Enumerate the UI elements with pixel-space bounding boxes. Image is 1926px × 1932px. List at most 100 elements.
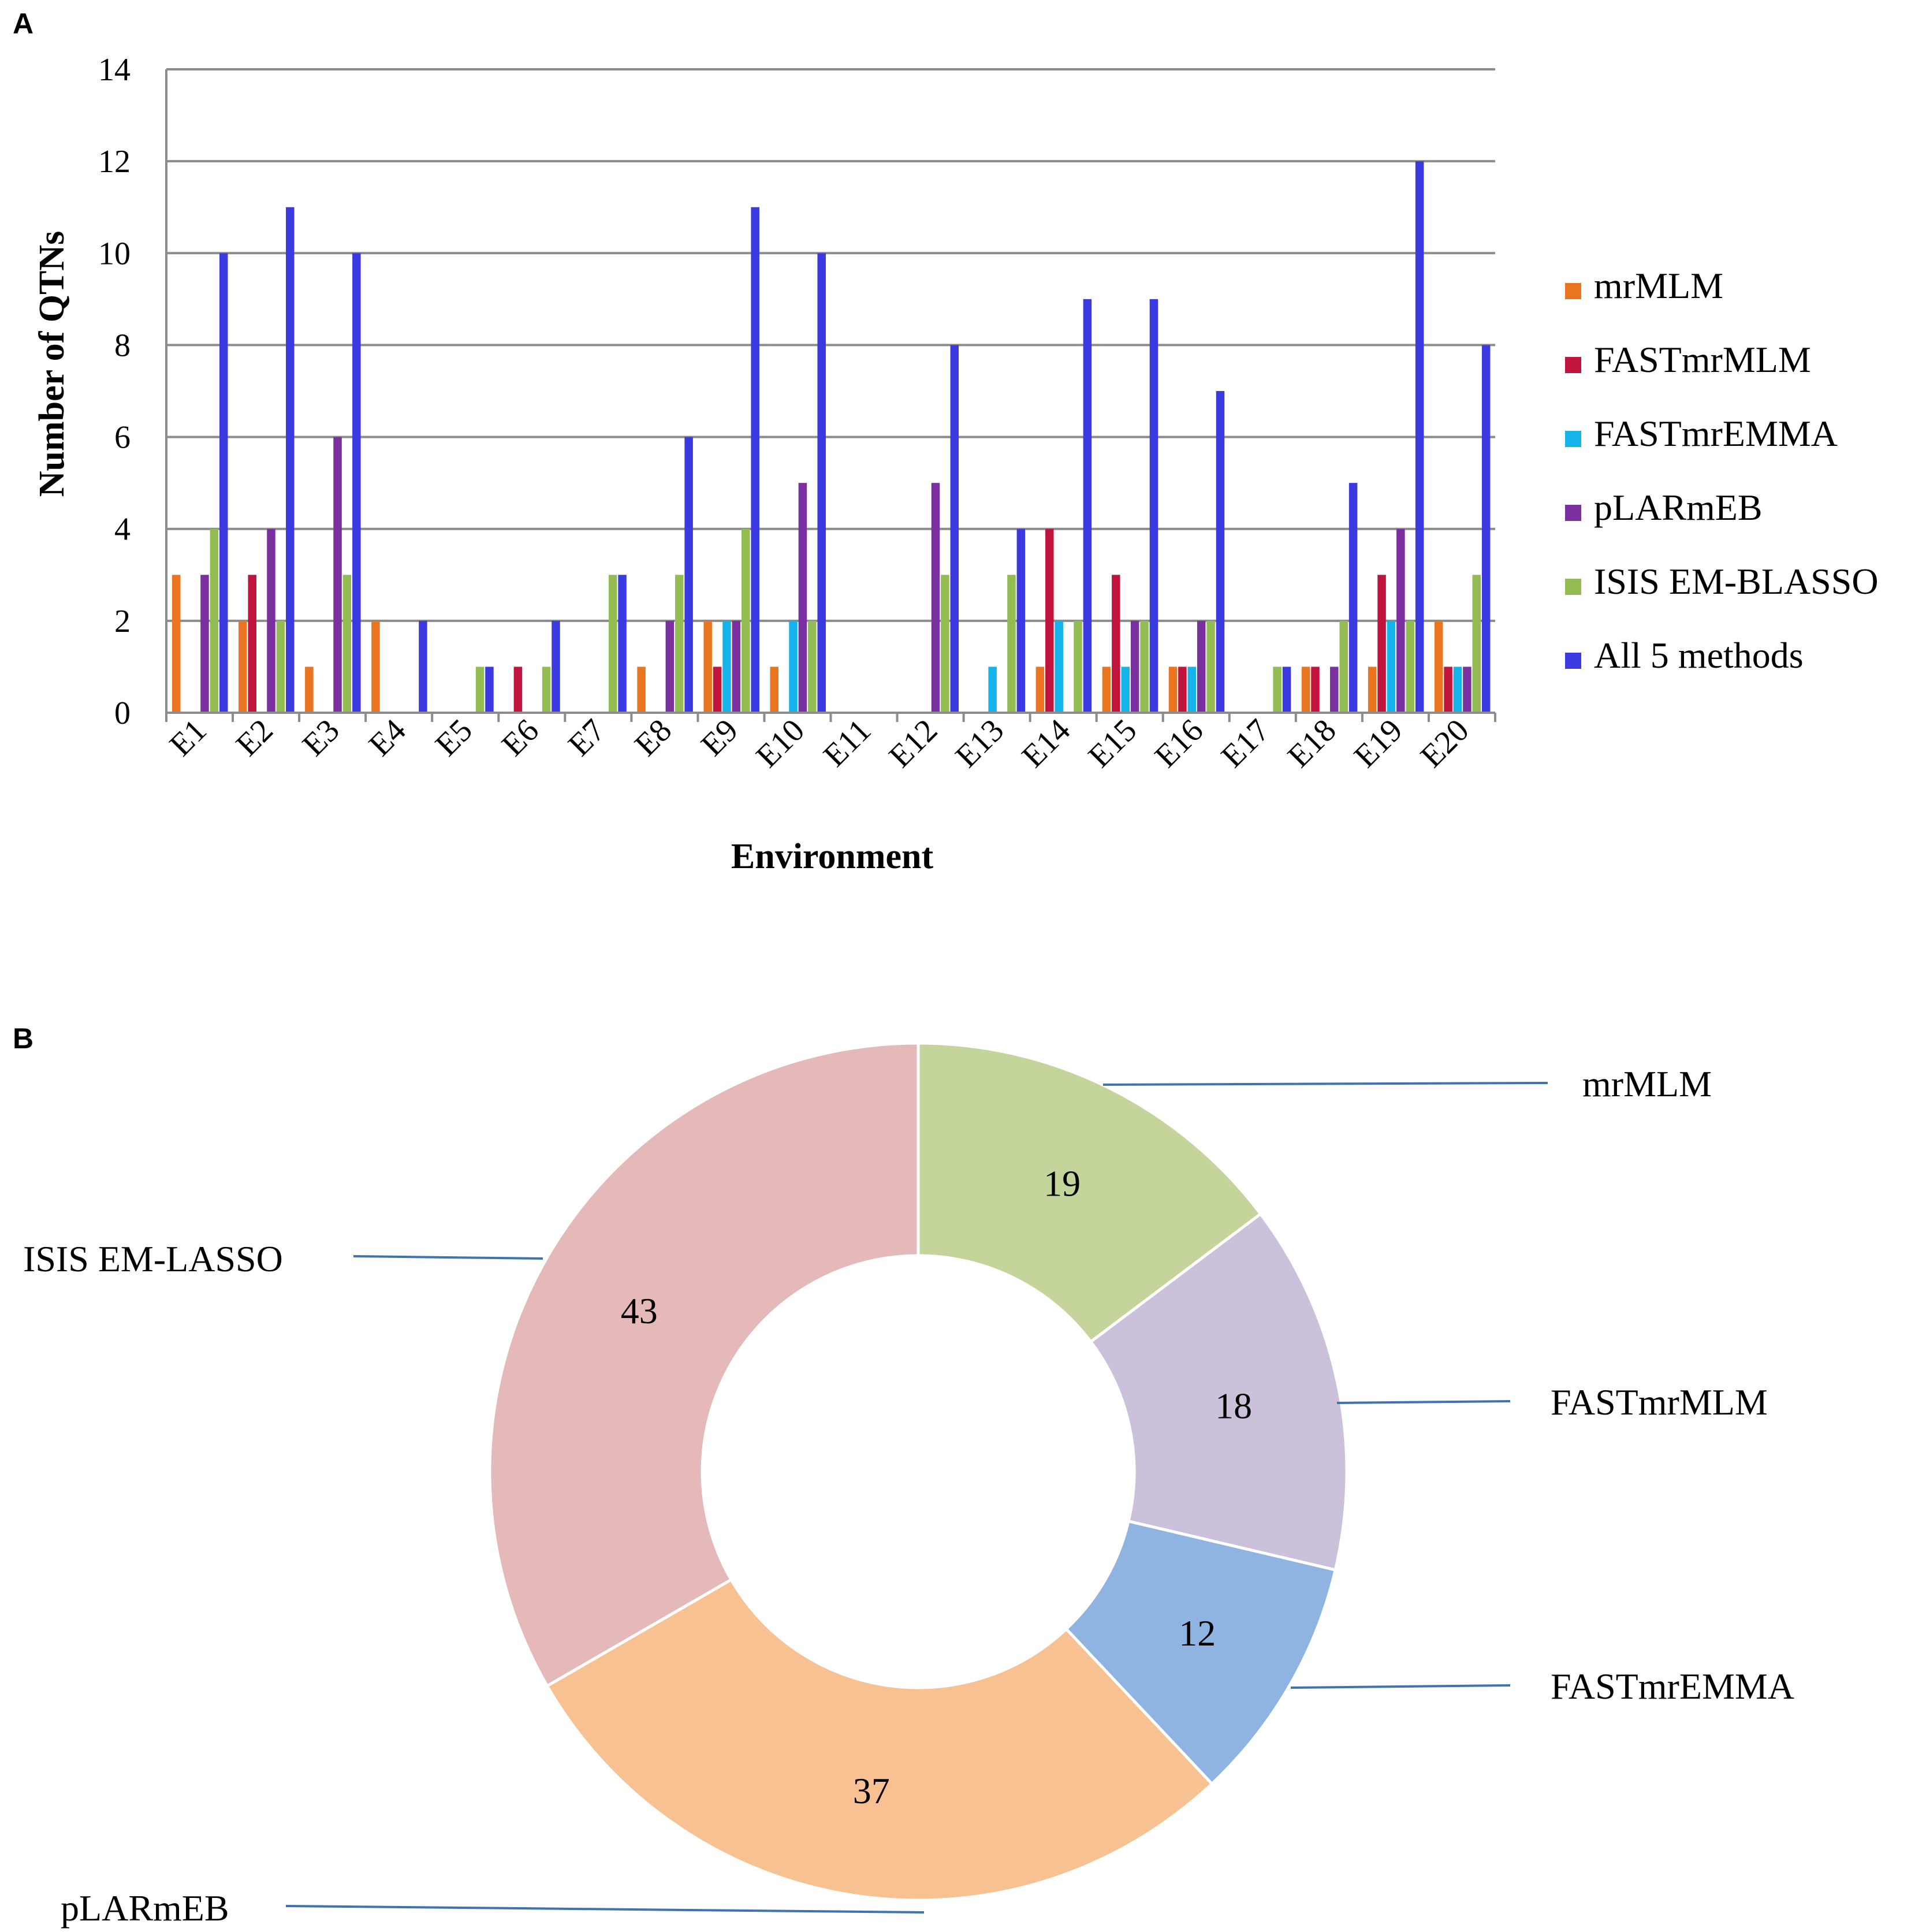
bar-isis-em-blasso-e2 [276, 620, 285, 713]
bar-all-5-methods-e2 [286, 207, 295, 713]
bar-mrmlm-e15 [1102, 667, 1111, 713]
bar-fastmrmlm-e9 [713, 667, 722, 713]
y-axis-ticks: 0 2 4 6 8 10 12 14 [98, 52, 131, 731]
legend-label: All 5 methods [1594, 635, 1804, 676]
donut-value-label: 43 [621, 1290, 658, 1331]
y-tick-label: 6 [114, 420, 131, 456]
callout-label: pLARmEB [61, 1888, 229, 1929]
bar-all-5-methods-e14 [1083, 299, 1092, 713]
bar-mrmlm-e14 [1035, 667, 1045, 713]
bar-isis-em-blasso-e7 [608, 575, 617, 713]
bar-plarmeb-e2 [267, 528, 275, 713]
bar-isis-em-blasso-e19 [1406, 620, 1414, 713]
bar-mrmlm-e20 [1434, 620, 1443, 713]
donut-slice-isis-em-lasso [488, 1041, 920, 1688]
bar-plarmeb-e1 [200, 575, 209, 713]
bar-mrmlm-e8 [637, 667, 646, 713]
bar-all-5-methods-e19 [1415, 161, 1424, 713]
donut-slices [488, 1041, 1348, 1902]
grid-lines [166, 68, 1495, 622]
bar-all-5-methods-e12 [950, 345, 959, 713]
donut-slice-mrmlm [917, 1041, 1263, 1344]
x-tick-label: E17 [1215, 712, 1277, 775]
bar-fastmrmlm-e20 [1444, 667, 1452, 713]
bar-mrmlm-e4 [371, 620, 380, 713]
callout-label: FASTmrEMMA [1551, 1666, 1794, 1707]
bar-isis-em-blasso-e8 [675, 575, 684, 713]
bar-isis-em-blasso-e12 [941, 575, 949, 713]
bar-isis-em-blasso-e6 [542, 667, 551, 713]
bar-isis-em-blasso-e13 [1007, 575, 1016, 713]
bar-isis-em-blasso-e1 [210, 528, 219, 713]
bar-mrmlm-e10 [770, 667, 778, 713]
bar-fastmremma-e16 [1187, 667, 1197, 713]
callout-line [1336, 1400, 1511, 1404]
callout-label: FASTmrMLM [1551, 1382, 1768, 1423]
x-tick-label: E18 [1281, 712, 1343, 775]
x-tick-label: E12 [882, 712, 945, 775]
legend-swatch [1565, 357, 1581, 373]
donut-value-label: 19 [1044, 1163, 1081, 1204]
x-tick-label: E9 [694, 712, 745, 763]
bars [172, 161, 1491, 713]
bar-plarmeb-e3 [333, 437, 342, 713]
bar-isis-em-blasso-e17 [1273, 667, 1281, 713]
donut-value-label: 12 [1179, 1613, 1216, 1654]
x-tick-label: E15 [1082, 712, 1144, 775]
x-tick-label: E1 [163, 712, 214, 763]
x-tick-label: E11 [817, 712, 878, 773]
bar-isis-em-blasso-e14 [1074, 620, 1082, 713]
callout-line [353, 1255, 543, 1260]
legend-label: FASTmrMLM [1594, 339, 1811, 380]
bar-all-5-methods-e16 [1216, 391, 1225, 713]
legend-swatch [1565, 431, 1581, 447]
legend-swatch [1565, 505, 1581, 521]
donut-value-labels: 19 18 12 37 43 [621, 1163, 1252, 1811]
x-tick-label: E5 [429, 712, 479, 763]
bar-isis-em-blasso-e18 [1339, 620, 1348, 713]
bar-plarmeb-e18 [1330, 667, 1339, 713]
donut-chart: 19 18 12 37 43 mrMLM FASTmrMLM FASTmrEMMA pLARm… [23, 1041, 1794, 1929]
bar-plarmeb-e8 [665, 620, 675, 713]
bar-fastmrmlm-e6 [513, 667, 523, 713]
x-tick-label: E16 [1148, 712, 1210, 775]
donut-slice-plarmeb [545, 1577, 1214, 1902]
bar-all-5-methods-e15 [1149, 299, 1158, 713]
bar-fastmremma-e19 [1387, 620, 1396, 713]
legend: mrMLM FASTmrMLM FASTmrEMMA pLARmEB ISIS EM-B… [1565, 265, 1879, 676]
bar-all-5-methods-e18 [1348, 483, 1358, 713]
bar-plarmeb-e10 [798, 483, 807, 713]
legend-swatch [1565, 653, 1581, 669]
bar-all-5-methods-e20 [1481, 345, 1491, 713]
x-tick-label: E10 [750, 712, 812, 775]
y-tick-label: 8 [114, 327, 131, 363]
bar-all-5-methods-e3 [352, 253, 361, 713]
y-tick-label: 0 [114, 695, 131, 731]
x-tick-label: E3 [296, 712, 347, 763]
bar-all-5-methods-e8 [684, 437, 693, 713]
bar-isis-em-blasso-e10 [808, 620, 817, 713]
bar-mrmlm-e18 [1301, 667, 1310, 713]
x-tick-label: E8 [628, 712, 679, 763]
bar-fastmremma-e10 [789, 620, 798, 713]
bar-fastmrmlm-e18 [1311, 667, 1320, 713]
y-tick-label: 12 [98, 144, 131, 180]
bar-all-5-methods-e17 [1282, 667, 1291, 713]
bar-all-5-methods-e1 [219, 253, 228, 713]
bar-isis-em-blasso-e9 [742, 528, 750, 713]
y-tick-label: 4 [114, 512, 131, 548]
x-tick-label: E4 [362, 712, 413, 763]
x-axis-ticks: E1 E2 E3 E4 E5 E6 E7 E8 E9 E10 E11 E12 E13 E14 E15 E16 E… [163, 712, 1476, 775]
bar-fastmrmlm-e2 [248, 575, 256, 713]
bar-plarmeb-e9 [732, 620, 741, 713]
bar-isis-em-blasso-e15 [1140, 620, 1149, 713]
bar-all-5-methods-e13 [1016, 528, 1026, 713]
legend-label: pLARmEB [1594, 487, 1763, 528]
panel-b-letter: B [13, 1022, 33, 1055]
y-tick-label: 2 [114, 604, 131, 639]
bar-all-5-methods-e10 [817, 253, 826, 713]
y-axis-title: Number of QTNs [32, 231, 72, 497]
y-tick-label: 10 [98, 236, 131, 271]
